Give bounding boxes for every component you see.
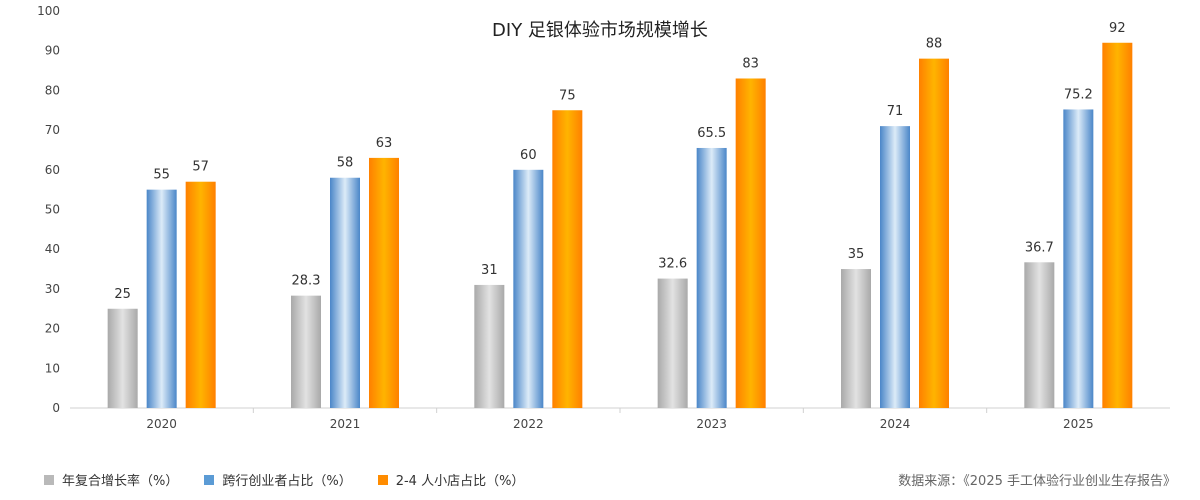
x-tick-label: 2021 — [330, 417, 361, 431]
bar-value-label: 55 — [153, 168, 170, 183]
y-tick-label: 40 — [45, 242, 60, 256]
y-tick-label: 20 — [45, 322, 60, 336]
bar — [146, 189, 177, 408]
x-tick-label: 2025 — [1063, 417, 1094, 431]
bar — [1063, 109, 1094, 409]
bar — [880, 126, 910, 408]
bar-value-label: 32.6 — [658, 257, 687, 272]
legend-swatch-blue — [204, 474, 215, 485]
bar-value-label: 58 — [337, 156, 354, 171]
bar-value-label: 65.5 — [697, 126, 726, 141]
bar — [919, 58, 949, 408]
bar — [1102, 42, 1133, 408]
bar-value-label: 88 — [926, 37, 943, 52]
y-tick-label: 80 — [45, 83, 60, 97]
bar — [841, 269, 871, 408]
bar — [513, 169, 544, 408]
bar-value-label: 92 — [1109, 21, 1126, 36]
bar — [474, 284, 505, 408]
bar-value-label: 25 — [114, 287, 131, 302]
data-labels: 25 55 57 28.3 58 63 31 60 75 32.6 65.5 83 35 71 88 36.7… — [114, 21, 1125, 302]
y-tick-label: 30 — [45, 282, 60, 296]
y-tick-label: 60 — [45, 163, 60, 177]
chart-title: DIY 足银体验市场规模增长 — [492, 20, 708, 41]
legend-item-growth-rate: 年复合增长率（%） — [44, 470, 178, 489]
x-tick-label: 2024 — [880, 417, 911, 431]
bar — [735, 78, 766, 409]
y-tick-label: 50 — [45, 203, 60, 217]
y-tick-label: 100 — [37, 4, 60, 18]
axes: 0 10 20 30 40 50 60 70 80 90 100 2020 2021 2022 2023 20… — [37, 4, 1170, 431]
legend-item-cross-industry: 跨行创业者占比（%） — [204, 470, 352, 489]
legend-label: 年复合增长率（%） — [62, 474, 179, 489]
bar-value-label: 31 — [481, 263, 498, 278]
bar-value-label: 60 — [520, 148, 537, 163]
legend-item-small-shop: 2-4 人小店占比（%） — [377, 470, 525, 489]
bar — [552, 110, 583, 408]
legend-label: 跨行创业者占比（%） — [222, 474, 352, 489]
legend: 年复合增长率（%） 跨行创业者占比（%） 2-4 人小店占比（%） — [44, 470, 524, 489]
y-tick-label: 0 — [52, 401, 60, 415]
bar-value-label: 75 — [559, 88, 576, 103]
bar-value-label: 75.2 — [1064, 87, 1093, 102]
bar-value-label: 63 — [376, 136, 393, 151]
bar — [291, 295, 321, 408]
bar-value-label: 83 — [742, 56, 759, 71]
bar-value-label: 36.7 — [1025, 240, 1054, 255]
bar — [185, 181, 216, 408]
y-tick-label: 70 — [45, 123, 60, 137]
y-tick-label: 10 — [45, 361, 60, 375]
legend-swatch-orange — [377, 474, 388, 485]
x-tick-label: 2022 — [513, 417, 544, 431]
bar-value-label: 28.3 — [292, 274, 321, 289]
legend-label: 2-4 人小店占比（%） — [395, 474, 525, 489]
legend-swatch-gray — [44, 474, 54, 485]
bar-value-label: 71 — [887, 104, 904, 119]
x-tick-label: 2023 — [696, 417, 727, 431]
x-tick-label: 2020 — [146, 417, 177, 431]
bar — [657, 278, 688, 408]
bar-value-label: 35 — [848, 247, 865, 262]
bar — [107, 308, 138, 408]
bar-value-label: 57 — [192, 160, 209, 175]
bars — [107, 42, 1133, 409]
bar — [1024, 262, 1055, 408]
source-note: 数据来源：《2025 手工体验行业创业生存报告》 — [898, 474, 1176, 489]
bar — [369, 157, 399, 408]
y-tick-label: 90 — [45, 44, 60, 58]
bar — [330, 177, 360, 408]
bar — [696, 147, 727, 408]
